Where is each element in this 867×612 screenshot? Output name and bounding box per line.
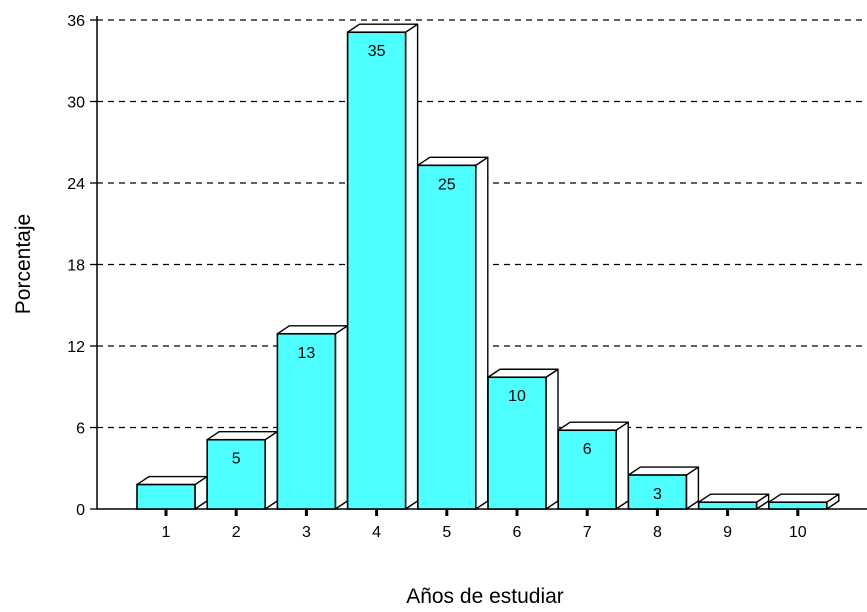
x-tick-label-8: 8 <box>653 524 662 541</box>
x-tick-label-6: 6 <box>513 524 522 541</box>
bar-top-10 <box>768 493 840 503</box>
x-axis-title: Años de estudiar <box>406 585 564 608</box>
y-tick-label-12: 12 <box>67 339 85 356</box>
bar-front-4 <box>346 31 407 510</box>
x-tick-label-2: 2 <box>232 524 241 541</box>
bar-front-10 <box>767 501 828 510</box>
bar-side-3 <box>334 325 349 510</box>
y-tick-label-18: 18 <box>67 258 85 275</box>
data-label-5: 25 <box>438 176 456 193</box>
data-label-8: 3 <box>653 486 662 503</box>
data-label-2: 5 <box>232 451 241 468</box>
bar-front-7 <box>557 429 618 510</box>
x-tick-label-9: 9 <box>723 524 732 541</box>
bar-top-2 <box>206 431 278 441</box>
bar-4 <box>346 23 419 510</box>
bar-front-6 <box>487 376 547 510</box>
bar-side-7 <box>615 421 629 510</box>
bar-front-9 <box>697 501 758 510</box>
bar-top-7 <box>557 421 629 431</box>
bar-side-5 <box>475 156 489 510</box>
bar-2 <box>206 431 278 510</box>
x-tick-label-4: 4 <box>372 524 381 541</box>
bar-top-9 <box>697 493 770 503</box>
bar-8 <box>627 466 700 510</box>
bar-top-1 <box>136 475 208 486</box>
bar-top-8 <box>627 466 700 476</box>
bar-top-3 <box>276 325 349 335</box>
bar-side-2 <box>264 431 278 510</box>
bar-front-1 <box>136 483 196 510</box>
bar-9 <box>697 493 770 510</box>
bar-5 <box>416 156 489 510</box>
bar-top-4 <box>346 23 419 33</box>
bar-top-6 <box>487 368 559 378</box>
data-labels: 5 13 35 25 10 6 3 <box>232 43 662 503</box>
bar-6 <box>487 368 559 510</box>
bar-front-2 <box>206 438 266 510</box>
x-tick-label-1: 1 <box>162 524 171 541</box>
bar-7 <box>557 421 629 510</box>
data-label-7: 6 <box>583 441 592 458</box>
y-axis-title: Porcentaje <box>12 214 35 314</box>
bar-top-5 <box>417 156 489 167</box>
bars <box>136 23 840 510</box>
y-tick-label-24: 24 <box>67 176 85 193</box>
x-tick-label-3: 3 <box>302 524 311 541</box>
y-tick-label-0: 0 <box>76 502 85 519</box>
bar-front-3 <box>276 332 337 510</box>
x-tick-label-5: 5 <box>442 524 451 541</box>
data-label-3: 13 <box>298 345 316 362</box>
x-tick-label-7: 7 <box>583 524 592 541</box>
x-tick-label-10: 10 <box>789 524 807 541</box>
bar-10 <box>767 493 840 510</box>
bar-1 <box>136 475 208 510</box>
bar-3 <box>276 325 349 510</box>
y-tick-label-6: 6 <box>76 421 85 438</box>
data-label-6: 10 <box>508 388 526 405</box>
y-tick-label-36: 36 <box>67 13 85 30</box>
bar-front-8 <box>627 474 688 510</box>
y-tick-label-30: 30 <box>67 95 85 112</box>
data-label-4: 35 <box>368 43 386 60</box>
bar-side-6 <box>545 368 559 510</box>
bar-side-4 <box>404 23 419 510</box>
bar-front-5 <box>416 164 477 510</box>
